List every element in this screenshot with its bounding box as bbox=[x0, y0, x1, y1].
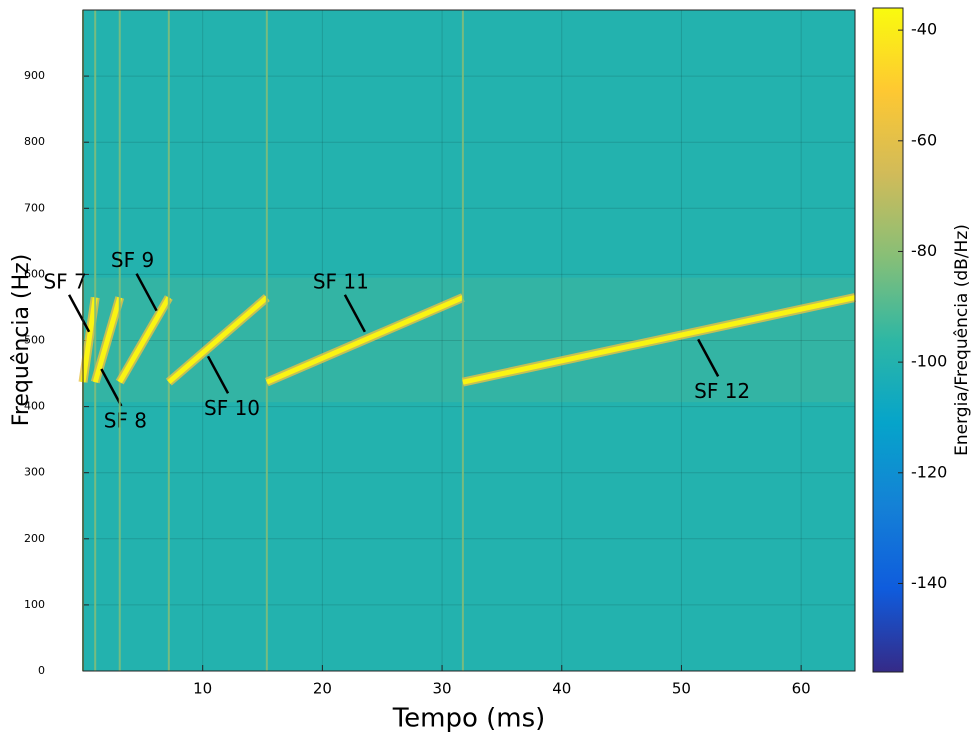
annotation-label: SF 11 bbox=[313, 269, 369, 293]
annotation-line bbox=[135, 273, 158, 312]
y-tick-label: 0 bbox=[38, 664, 45, 677]
x-tick-label: 20 bbox=[313, 680, 332, 698]
y-tick-label: 500 bbox=[24, 334, 45, 347]
colorbar-tick-label: -40 bbox=[911, 20, 937, 39]
colorbar-tick-label: -60 bbox=[911, 130, 937, 149]
y-tick-label: 400 bbox=[24, 400, 45, 413]
y-tick-label: 600 bbox=[24, 267, 45, 280]
y-tick-label: 800 bbox=[24, 135, 45, 148]
colorbar-tick-label: -80 bbox=[911, 241, 937, 260]
colorbar bbox=[872, 7, 904, 673]
x-tick-label: 50 bbox=[672, 680, 691, 698]
annotation-label: SF 7 bbox=[43, 269, 86, 293]
plot-frame bbox=[82, 9, 856, 672]
annotation-line bbox=[697, 338, 720, 377]
annotation-line bbox=[343, 294, 366, 333]
y-axis-label: Frequência (Hz) bbox=[9, 254, 34, 426]
y-tick-label: 300 bbox=[24, 466, 45, 479]
annotation-label: SF 12 bbox=[694, 379, 750, 403]
x-axis-label: Tempo (ms) bbox=[392, 704, 546, 734]
y-tick-label: 900 bbox=[24, 69, 45, 82]
annotation-line bbox=[68, 294, 91, 333]
chirp bbox=[92, 296, 123, 383]
chirp bbox=[117, 296, 171, 384]
y-tick-label: 100 bbox=[24, 598, 45, 611]
x-tick-label: 10 bbox=[193, 680, 212, 698]
colorbar-tick-label: -120 bbox=[911, 462, 947, 481]
y-tick-label: 200 bbox=[24, 532, 45, 545]
colorbar-tick-label: -100 bbox=[911, 352, 947, 371]
annotation-line bbox=[100, 368, 123, 407]
y-tick-label: 700 bbox=[24, 201, 45, 214]
annotation-label: SF 9 bbox=[111, 248, 154, 272]
x-tick-label: 40 bbox=[552, 680, 571, 698]
chirp bbox=[265, 295, 464, 385]
annotation-label: SF 10 bbox=[204, 396, 260, 420]
x-tick-label: 30 bbox=[433, 680, 452, 698]
x-tick-label: 60 bbox=[792, 680, 811, 698]
colorbar-label: Energia/Frequência (dB/Hz) bbox=[952, 224, 972, 456]
annotation-label: SF 8 bbox=[104, 408, 147, 432]
chirp bbox=[462, 295, 856, 385]
chirp bbox=[167, 295, 269, 385]
chirp bbox=[80, 297, 98, 383]
annotation-line bbox=[206, 355, 230, 394]
colorbar-tick-label: -140 bbox=[911, 573, 947, 592]
